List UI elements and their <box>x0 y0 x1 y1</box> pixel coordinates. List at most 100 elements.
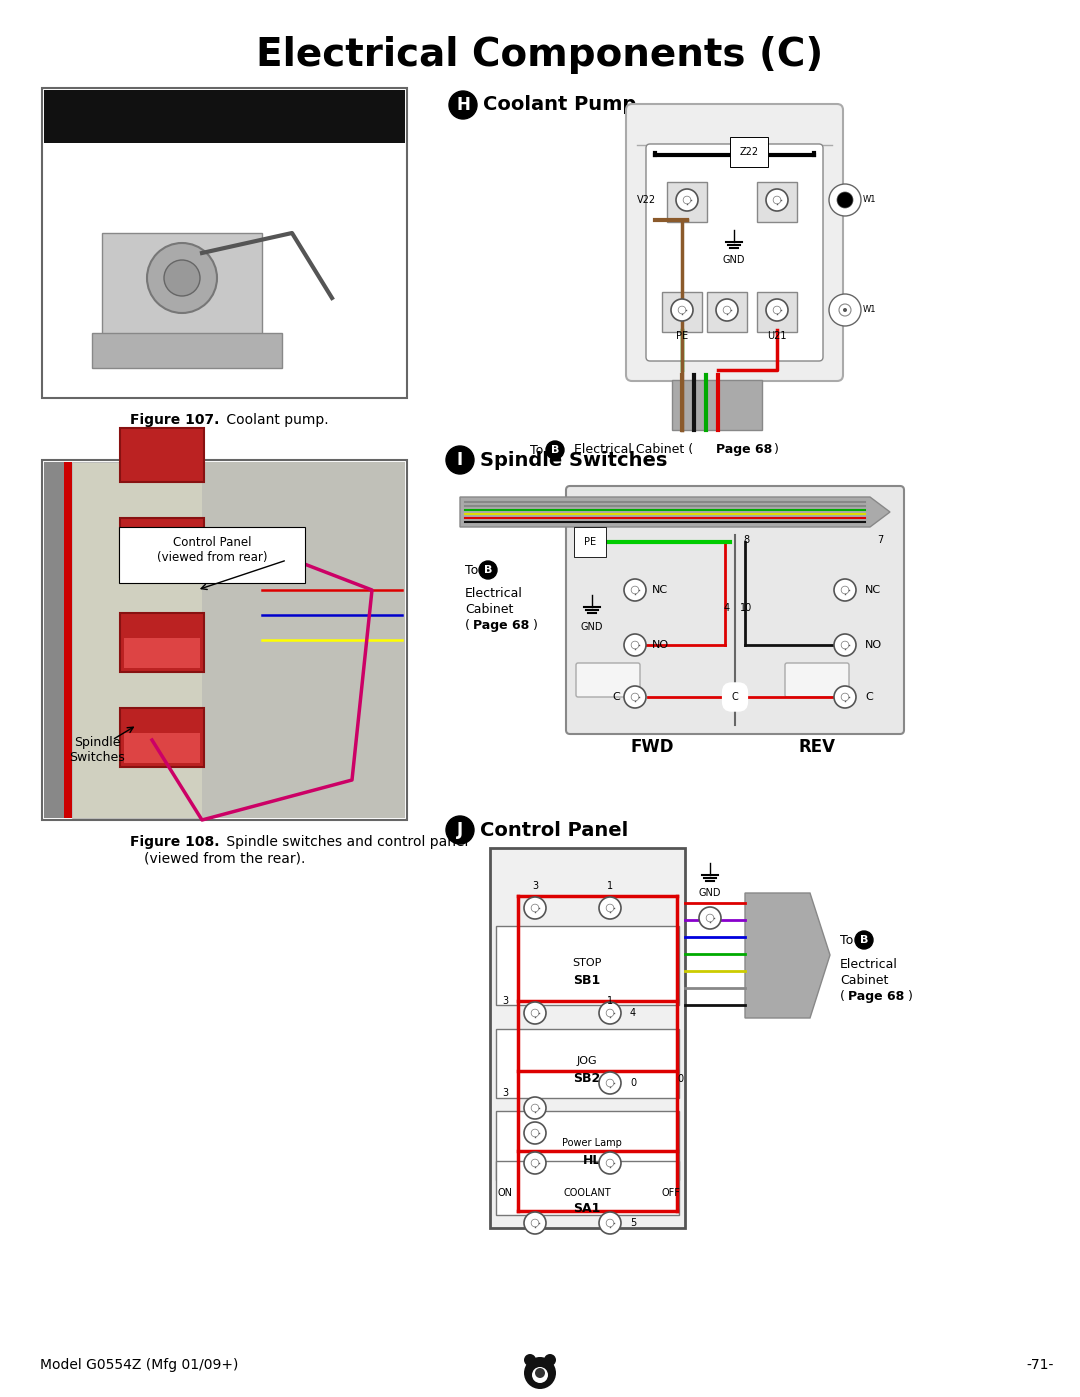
Text: U21: U21 <box>767 331 786 341</box>
Circle shape <box>599 1071 621 1094</box>
Circle shape <box>624 686 646 708</box>
Circle shape <box>766 189 788 211</box>
FancyBboxPatch shape <box>496 926 679 1004</box>
Text: SB1: SB1 <box>573 975 600 988</box>
Text: 4: 4 <box>724 604 730 613</box>
Text: ): ) <box>774 443 779 457</box>
Text: NC: NC <box>652 585 669 595</box>
FancyBboxPatch shape <box>496 1161 679 1215</box>
Circle shape <box>773 196 781 204</box>
Circle shape <box>531 904 539 912</box>
Text: NC: NC <box>865 585 881 595</box>
Text: 10: 10 <box>740 604 753 613</box>
Bar <box>44 462 405 819</box>
FancyBboxPatch shape <box>120 708 204 767</box>
Circle shape <box>773 306 781 314</box>
Text: COOLANT: COOLANT <box>563 1187 611 1199</box>
Circle shape <box>624 578 646 601</box>
Circle shape <box>631 693 639 701</box>
Text: REV: REV <box>798 738 836 756</box>
Text: B: B <box>551 446 559 455</box>
FancyBboxPatch shape <box>120 427 204 482</box>
Bar <box>124 638 200 668</box>
Text: ): ) <box>534 619 538 631</box>
Text: STOP: STOP <box>572 958 602 968</box>
Circle shape <box>829 184 861 217</box>
Circle shape <box>841 641 849 648</box>
Circle shape <box>829 293 861 326</box>
Bar <box>44 89 405 395</box>
Text: Model G0554Z (Mfg 01/09+): Model G0554Z (Mfg 01/09+) <box>40 1358 239 1372</box>
Circle shape <box>449 91 477 119</box>
FancyBboxPatch shape <box>667 182 707 222</box>
Circle shape <box>841 693 849 701</box>
Circle shape <box>531 1009 539 1017</box>
Text: To: To <box>530 443 543 457</box>
Text: Power Lamp: Power Lamp <box>562 1139 622 1148</box>
Text: GND: GND <box>699 888 721 898</box>
Circle shape <box>724 306 731 314</box>
Circle shape <box>699 907 721 929</box>
Text: Spindle Switches: Spindle Switches <box>480 450 667 469</box>
FancyBboxPatch shape <box>120 518 204 577</box>
Text: PE: PE <box>584 536 596 548</box>
Bar <box>102 233 262 344</box>
Text: W1: W1 <box>863 196 877 204</box>
Text: PE: PE <box>676 331 688 341</box>
Bar <box>202 462 405 819</box>
Text: J: J <box>457 821 463 840</box>
Text: HL: HL <box>583 1154 602 1166</box>
Text: C: C <box>731 692 739 703</box>
Text: Coolant pump.: Coolant pump. <box>221 414 328 427</box>
Circle shape <box>531 1129 539 1137</box>
FancyBboxPatch shape <box>576 664 640 697</box>
Circle shape <box>524 1002 546 1024</box>
Text: B: B <box>484 564 492 576</box>
Text: 4: 4 <box>630 1009 636 1018</box>
Text: To: To <box>840 933 853 947</box>
Text: SA1: SA1 <box>573 1201 600 1214</box>
Circle shape <box>532 1368 548 1383</box>
Text: 0: 0 <box>677 1074 684 1084</box>
Bar <box>44 462 64 819</box>
Circle shape <box>839 305 851 316</box>
Circle shape <box>524 1213 546 1234</box>
FancyBboxPatch shape <box>646 144 823 360</box>
Bar <box>42 460 407 820</box>
Circle shape <box>599 1002 621 1024</box>
FancyBboxPatch shape <box>626 103 843 381</box>
Circle shape <box>716 299 738 321</box>
Text: Coolant Pump: Coolant Pump <box>483 95 636 115</box>
Bar <box>72 462 202 819</box>
Text: Cabinet: Cabinet <box>465 604 513 616</box>
Bar <box>42 88 407 398</box>
Text: Z22: Z22 <box>740 147 758 156</box>
Circle shape <box>684 196 691 204</box>
Bar <box>124 733 200 763</box>
Bar <box>672 380 762 430</box>
Circle shape <box>544 1354 556 1366</box>
Text: FWD: FWD <box>631 738 674 756</box>
Text: Electrical: Electrical <box>465 587 523 599</box>
Text: NO: NO <box>865 640 882 650</box>
Bar <box>92 332 282 367</box>
Circle shape <box>524 1153 546 1173</box>
Circle shape <box>834 686 856 708</box>
Text: Spindle
Switches: Spindle Switches <box>69 736 125 764</box>
Text: Figure 108.: Figure 108. <box>130 835 219 849</box>
Text: W1: W1 <box>863 306 877 314</box>
Text: Control Panel: Control Panel <box>480 820 629 840</box>
Circle shape <box>599 1213 621 1234</box>
Polygon shape <box>745 893 831 1018</box>
Text: 1: 1 <box>607 882 613 891</box>
Text: JOG: JOG <box>577 1056 597 1066</box>
Text: GND: GND <box>581 622 604 631</box>
Circle shape <box>843 307 847 312</box>
Circle shape <box>147 243 217 313</box>
Circle shape <box>834 578 856 601</box>
Circle shape <box>446 816 474 844</box>
Polygon shape <box>460 497 890 527</box>
Text: 1: 1 <box>607 996 613 1006</box>
Text: Control Panel
(viewed from rear): Control Panel (viewed from rear) <box>157 536 267 564</box>
Text: (viewed from the rear).: (viewed from the rear). <box>144 852 306 866</box>
